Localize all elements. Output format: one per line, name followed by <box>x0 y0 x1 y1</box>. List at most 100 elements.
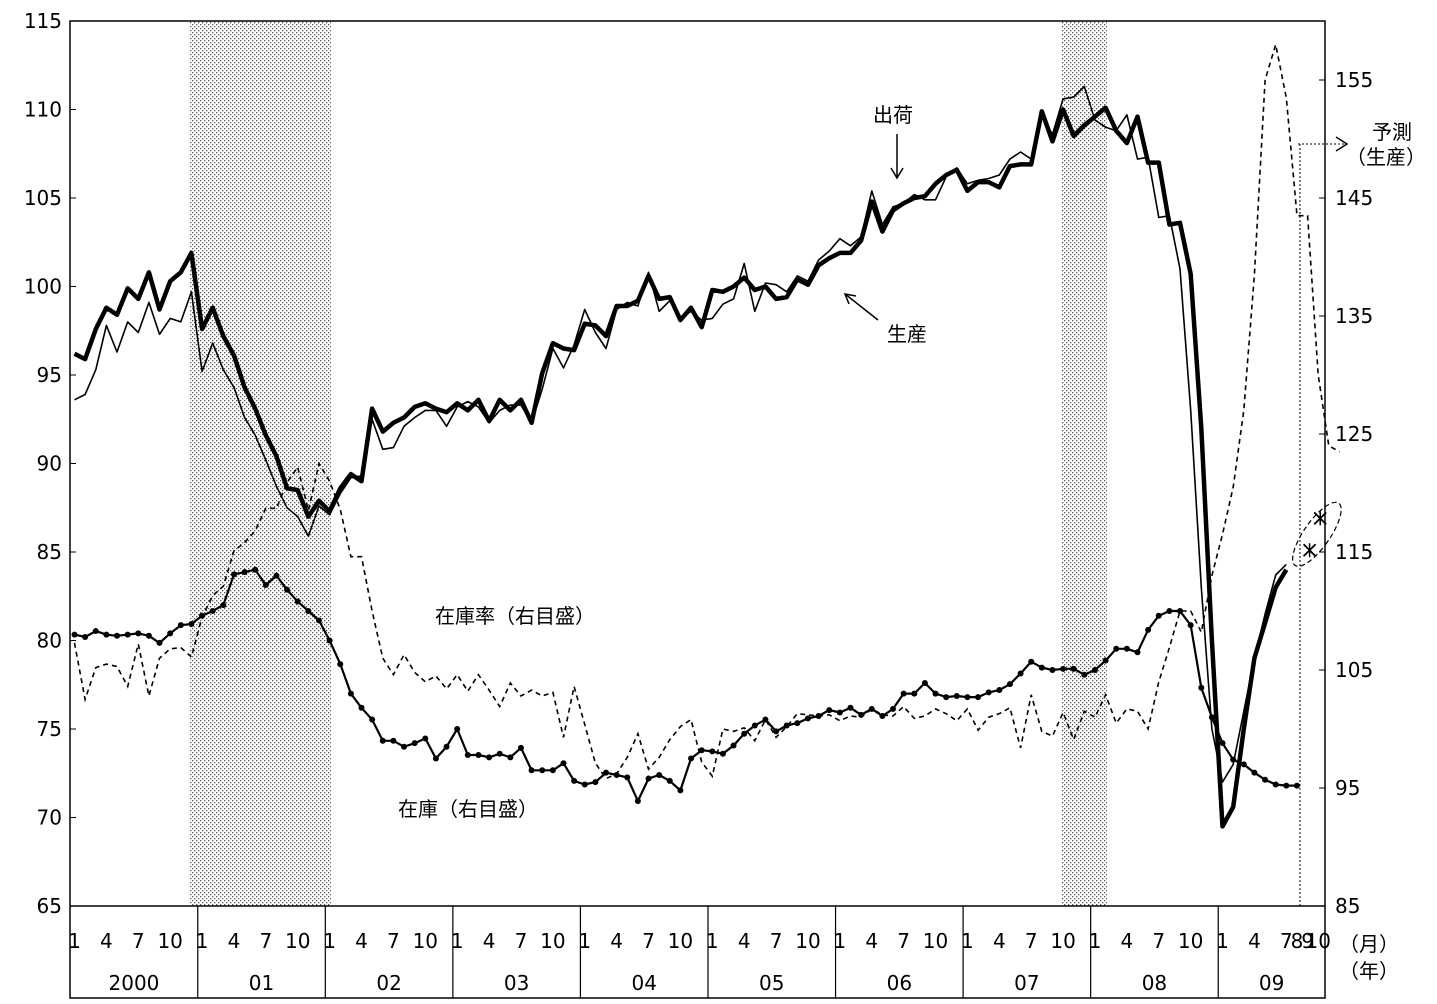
inventory-label: 在庫（右目盛） <box>398 797 538 821</box>
inventory-marker <box>284 586 291 593</box>
plot-frame <box>69 20 1326 999</box>
month-tick-label: 10 <box>1050 929 1075 953</box>
inventory-marker <box>241 569 248 576</box>
production-label: 生産 <box>887 322 927 346</box>
inventory-marker <box>836 709 843 716</box>
inventory-marker <box>337 661 344 668</box>
inventory-marker <box>1017 670 1024 677</box>
month-tick-label: 10 <box>285 929 310 953</box>
series-production <box>73 105 1289 829</box>
inventory-marker <box>124 631 131 638</box>
inventory-marker <box>1081 671 1088 678</box>
inventory-marker <box>507 754 514 761</box>
right-tick-label: 135 <box>1335 304 1373 328</box>
inventory-marker <box>411 740 418 747</box>
inventory-marker <box>879 713 886 720</box>
inventory-marker <box>1262 776 1269 783</box>
inventory-marker <box>1060 665 1067 672</box>
inventory-marker <box>1038 664 1045 671</box>
month-tick-label: 10 <box>795 929 820 953</box>
inventory-marker <box>826 707 833 714</box>
month-tick-label: 7 <box>770 929 783 953</box>
inventory-marker <box>379 737 386 744</box>
inventory-marker <box>730 742 737 749</box>
inventory-marker <box>911 690 918 697</box>
right-tick-label: 105 <box>1335 658 1373 682</box>
recession-shading <box>190 21 1107 906</box>
forecast-label: 予測 <box>1372 120 1412 144</box>
inventory-marker <box>209 608 216 614</box>
inventory-marker <box>103 631 110 638</box>
year-label: 08 <box>1142 971 1167 995</box>
inventory-marker <box>1219 740 1226 747</box>
left-tick-label: 65 <box>37 894 62 918</box>
year-label: 04 <box>631 971 656 995</box>
inventory-marker <box>1251 769 1258 776</box>
left-tick-label: 100 <box>24 275 62 299</box>
inventory-marker <box>773 728 780 735</box>
inventory-marker <box>624 774 631 781</box>
left-tick-label: 110 <box>24 98 62 122</box>
left-tick-label: 85 <box>37 540 62 564</box>
month-tick-label: 8 <box>1291 929 1304 953</box>
inventory-marker <box>358 704 365 711</box>
inventory-marker <box>943 694 950 701</box>
inventory-marker <box>145 632 152 639</box>
year-label: 05 <box>759 971 784 995</box>
inventory-marker <box>656 772 663 779</box>
inventory-marker <box>1208 714 1215 721</box>
month-tick-label: 1 <box>706 929 719 953</box>
forecast-arrowhead <box>1335 136 1349 152</box>
inventory-marker <box>305 608 312 614</box>
inventory-marker <box>921 679 928 686</box>
month-tick-label: 10 <box>668 929 693 953</box>
right-tick-label: 95 <box>1335 776 1360 800</box>
month-unit-label: （月） <box>1339 932 1399 956</box>
right-tick-label: 85 <box>1335 894 1360 918</box>
inventory-marker <box>92 628 99 635</box>
inventory-marker <box>603 769 609 776</box>
inventory-marker <box>847 704 854 711</box>
inventory-marker <box>294 598 301 605</box>
right-tick-label: 155 <box>1335 68 1373 92</box>
inventory-marker <box>634 797 641 804</box>
inventory-marker <box>422 735 429 742</box>
inventory-marker <box>220 602 227 609</box>
month-tick-label: 1 <box>68 929 81 953</box>
month-tick-label: 4 <box>228 929 241 953</box>
chart-annotations: 出荷 生産 在庫率（右目盛） 在庫（右目盛） 予測 （生産） （月） （年） <box>398 103 1426 983</box>
inventory-marker <box>571 777 578 784</box>
forecast-sub-label: （生産） <box>1346 145 1426 169</box>
inventory-marker <box>1028 658 1035 665</box>
inventory-marker <box>390 737 397 744</box>
forecast-ellipse <box>1292 501 1342 567</box>
month-tick-label: 7 <box>515 929 528 953</box>
inventory-marker <box>230 571 237 578</box>
month-tick-label: 1 <box>1089 929 1102 953</box>
month-tick-label: 1 <box>833 929 846 953</box>
inventory-marker <box>964 694 971 701</box>
series-shipments <box>74 85 1287 783</box>
inventory-marker <box>517 744 524 751</box>
inventory-marker <box>645 775 652 782</box>
left-tick-label: 90 <box>37 452 62 476</box>
right-tick-label: 125 <box>1335 422 1373 446</box>
inventory-marker <box>890 705 897 712</box>
inventory-marker <box>135 630 142 637</box>
right-tick-label: 115 <box>1335 540 1373 564</box>
shaded-period <box>1061 21 1107 906</box>
left-tick-label: 105 <box>24 186 62 210</box>
month-tick-label: 4 <box>355 929 368 953</box>
month-tick-label: 4 <box>865 929 878 953</box>
series-inventory_ratio <box>73 44 1340 780</box>
left-tick-label: 75 <box>37 717 62 741</box>
inventory-marker <box>1091 667 1098 673</box>
month-tick-label: 10 <box>1305 929 1330 953</box>
inventory-marker <box>688 755 695 762</box>
month-tick-label: 7 <box>1025 929 1038 953</box>
month-tick-label: 1 <box>961 929 974 953</box>
year-label: 07 <box>1014 971 1039 995</box>
inventory-marker <box>167 630 174 637</box>
inventory-marker <box>496 750 503 757</box>
inventory-marker <box>1102 657 1109 664</box>
